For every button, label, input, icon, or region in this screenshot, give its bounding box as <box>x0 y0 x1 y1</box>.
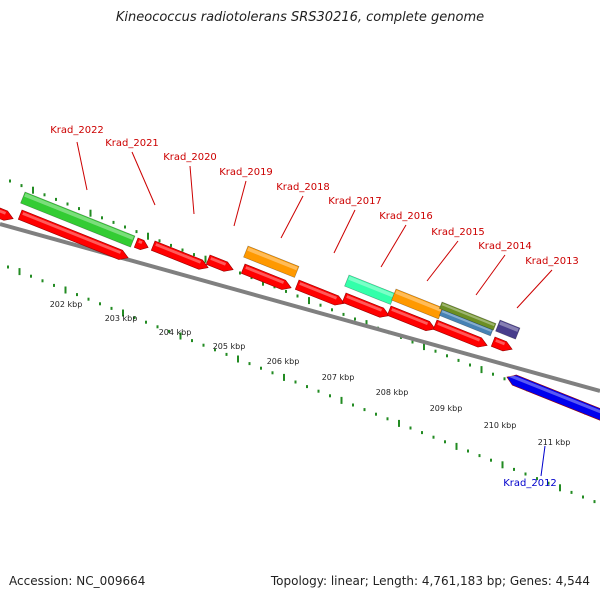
cds-arrow-2 <box>133 237 149 251</box>
cds-arrow-4-shape <box>205 254 234 272</box>
scale-label-0: 202 kbp <box>50 300 83 309</box>
leader-Krad_2021 <box>131 151 156 206</box>
cds-arrow-3-shape <box>150 240 209 270</box>
gene-label-Krad_2022: Krad_2022 <box>50 125 104 136</box>
cds-arrow-8-shine <box>391 308 429 326</box>
feature-shine-6 <box>499 321 519 332</box>
cds-arrow-9 <box>432 319 488 348</box>
gene-label-Krad_2014: Krad_2014 <box>478 241 532 252</box>
feature-bar-1 <box>243 245 300 278</box>
gene-label-Krad_2021: Krad_2021 <box>105 138 159 149</box>
feature-shine-2 <box>348 276 394 298</box>
cds-arrow-9-shine <box>437 322 481 342</box>
feature-shine-3 <box>395 290 442 312</box>
cds-arrow-4-shine <box>210 257 227 266</box>
cds-arrow-10-shine <box>495 339 506 346</box>
reverse-cds-arrow <box>506 374 600 424</box>
genome-title: Kineococcus radiotolerans SRS30216, comp… <box>115 10 485 25</box>
cds-arrow-5 <box>240 263 292 290</box>
cds-arrow-0-shape <box>0 203 14 221</box>
cds-arrow-6-shape <box>294 279 345 306</box>
cds-arrow-7-shape <box>341 292 390 318</box>
scale-labels: 202 kbp 203 kbp 204 kbp 205 kbp 206 kbp 207 k… <box>50 300 571 447</box>
leader-Krad_2019 <box>233 180 247 227</box>
scale-label-4: 206 kbp <box>267 357 300 366</box>
tick-row-top <box>9 179 586 415</box>
cds-arrow-5-shape <box>240 263 292 290</box>
leader-Krad_2017 <box>333 209 356 254</box>
feature-shine-0 <box>24 193 134 240</box>
cds-arrow-7 <box>341 292 390 318</box>
gene-label-Krad_2012: Krad_2012 <box>503 478 557 489</box>
scale-label-7: 209 kbp <box>430 404 463 413</box>
cds-arrow-9-shape <box>432 319 488 348</box>
cds-arrow-7-shine <box>346 295 383 312</box>
scale-label-6: 208 kbp <box>376 388 409 397</box>
cds-arrow-0-shine <box>0 206 7 215</box>
accession-text: Accession: NC_009664 <box>9 574 146 588</box>
cds-arrow-8 <box>386 305 436 332</box>
cds-arrow-0 <box>0 203 14 221</box>
gene-label-Krad_2018: Krad_2018 <box>276 182 330 193</box>
cds-arrow-1-shape <box>17 209 129 260</box>
cds-arrow-5-shine <box>245 266 285 284</box>
feature-0 <box>20 191 136 248</box>
cds-arrow-6-shine <box>299 282 338 300</box>
leader-Krad_2020 <box>189 165 195 215</box>
tick-row-bottom <box>7 265 596 504</box>
gene-label-Krad_2019: Krad_2019 <box>219 167 273 178</box>
genome-summary: Topology: linear; Length: 4,761,183 bp; … <box>270 574 590 588</box>
feature-layer <box>20 191 521 340</box>
cds-arrow-10-shape <box>490 336 513 352</box>
gene-labels: Krad_2022Krad_2021Krad_2020Krad_2019Krad… <box>50 125 579 489</box>
cds-arrow-3-shine <box>155 243 202 264</box>
cds-arrow-6 <box>294 279 345 306</box>
leader-Krad_2016 <box>380 224 407 268</box>
scale-label-2: 204 kbp <box>159 328 192 337</box>
scale-label-9: 211 kbp <box>538 438 571 447</box>
scale-label-1: 203 kbp <box>105 314 138 323</box>
feature-bar-0 <box>20 191 136 248</box>
gene-label-Krad_2015: Krad_2015 <box>431 227 485 238</box>
reverse-cds-arrow-shine <box>509 374 600 414</box>
leader-Krad_2012 <box>540 445 546 477</box>
feature-bar-5 <box>439 301 497 331</box>
cds-arrow-8-shape <box>386 305 436 332</box>
leader-Krad_2018 <box>280 195 304 239</box>
feature-shine-1 <box>247 247 298 271</box>
scale-label-8: 210 kbp <box>484 421 517 430</box>
cds-layer <box>0 203 513 352</box>
leader-Krad_2014 <box>475 254 506 296</box>
cds-arrow-3 <box>150 240 209 270</box>
reverse-strand-layer <box>506 374 600 424</box>
cds-arrow-1-shine <box>22 212 122 254</box>
gene-label-Krad_2013: Krad_2013 <box>525 256 579 267</box>
feature-shine-4 <box>441 310 492 332</box>
feature-shine-5 <box>441 303 495 327</box>
scale-label-3: 205 kbp <box>213 342 246 351</box>
scale-label-5: 207 kbp <box>322 373 355 382</box>
gene-label-Krad_2016: Krad_2016 <box>379 211 433 222</box>
reverse-cds-arrow-shape <box>506 374 600 424</box>
gene-label-Krad_2017: Krad_2017 <box>328 196 382 207</box>
cds-arrow-10 <box>490 336 513 352</box>
feature-bar-6 <box>495 319 521 340</box>
leader-Krad_2013 <box>516 269 553 309</box>
feature-1 <box>243 245 300 278</box>
cds-arrow-1 <box>17 209 129 260</box>
leader-Krad_2015 <box>426 240 459 282</box>
feature-6 <box>495 319 521 340</box>
leader-Krad_2022 <box>76 141 88 191</box>
cds-arrow-4 <box>205 254 234 272</box>
gene-label-Krad_2020: Krad_2020 <box>163 152 217 163</box>
feature-5 <box>439 301 497 331</box>
cds-arrow-2-shape <box>133 237 149 251</box>
label-leaders <box>76 141 553 477</box>
cds-arrow-2-shine <box>138 240 143 245</box>
